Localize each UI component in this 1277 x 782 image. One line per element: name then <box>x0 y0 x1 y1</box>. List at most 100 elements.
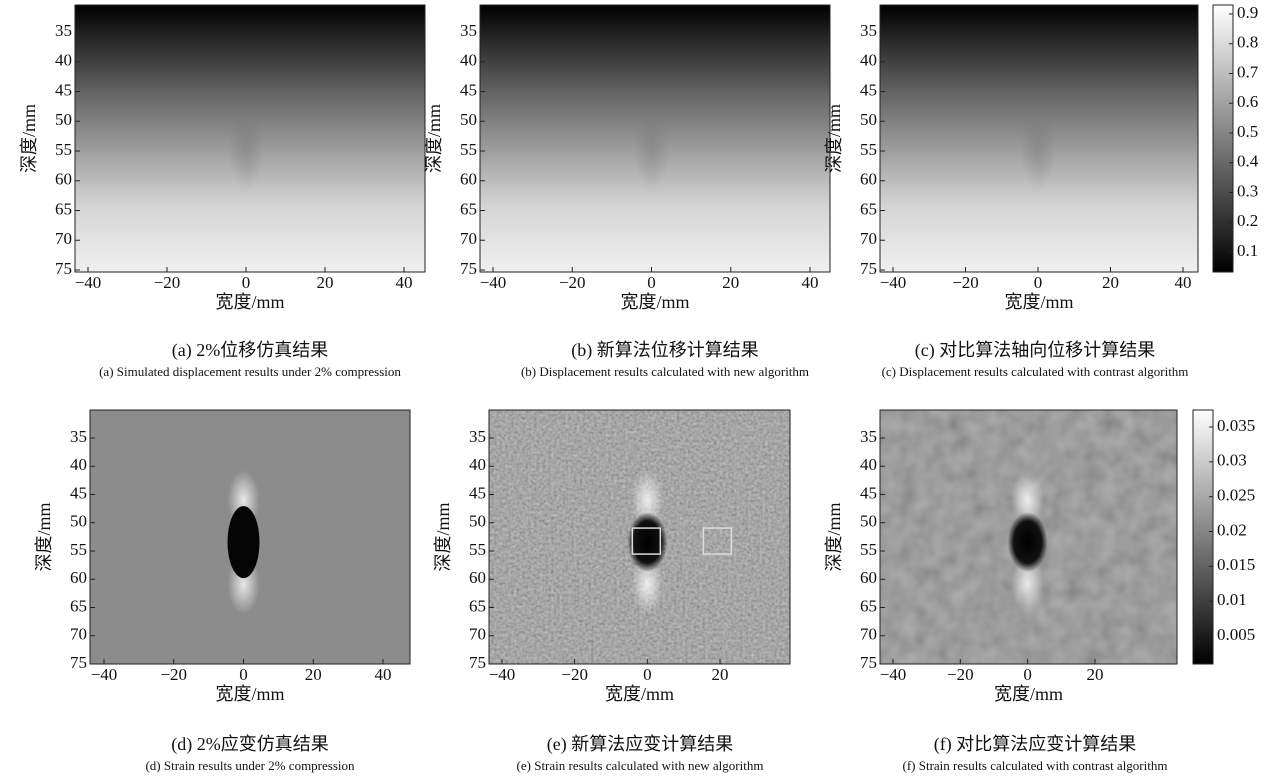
y-tick-label: 75 <box>860 259 877 278</box>
y-tick-label: 60 <box>469 568 486 587</box>
x-axis-label: 宽度/mm <box>605 684 674 704</box>
colorbar-label: 0.035 <box>1217 416 1255 435</box>
y-tick-label: 35 <box>460 21 477 40</box>
caption-cn: (f) 对比算法应变计算结果 <box>934 734 1136 755</box>
panel-image <box>489 410 790 664</box>
colorbar-label: 0.01 <box>1217 590 1247 609</box>
inclusion <box>1020 102 1056 192</box>
y-tick-label: 65 <box>460 199 477 218</box>
colorbar-label: 0.2 <box>1237 211 1258 230</box>
x-tick-label: 40 <box>396 273 413 292</box>
inclusion <box>1008 512 1048 572</box>
inclusion <box>627 512 667 572</box>
x-tick-label: 40 <box>1175 273 1192 292</box>
y-tick-label: 50 <box>70 512 87 531</box>
y-tick-label: 55 <box>70 540 87 559</box>
y-tick-label: 50 <box>460 110 477 129</box>
x-tick-label: 20 <box>317 273 334 292</box>
y-tick-label: 35 <box>469 427 486 446</box>
colorbar-label: 0.8 <box>1237 33 1258 52</box>
y-tick-label: 45 <box>469 483 486 502</box>
y-tick-label: 40 <box>55 51 72 70</box>
y-tick-label: 35 <box>860 21 877 40</box>
x-tick-label: −20 <box>559 273 586 292</box>
y-tick-label: 35 <box>70 427 87 446</box>
y-tick-label: 75 <box>860 653 877 672</box>
colorbar-label: 0.9 <box>1237 3 1258 22</box>
colorbar-label: 0.1 <box>1237 241 1258 260</box>
y-tick-label: 45 <box>55 80 72 99</box>
x-tick-label: 0 <box>242 273 251 292</box>
y-tick-label: 60 <box>860 170 877 189</box>
colorbar-label: 0.03 <box>1217 451 1247 470</box>
inclusion <box>634 102 670 192</box>
y-tick-label: 45 <box>460 80 477 99</box>
y-tick-label: 75 <box>460 259 477 278</box>
caption-en: (a) Simulated displacement results under… <box>99 364 401 379</box>
y-tick-label: 65 <box>70 596 87 615</box>
y-tick-label: 60 <box>860 568 877 587</box>
y-tick-label: 70 <box>55 229 72 248</box>
x-tick-label: 20 <box>305 665 322 684</box>
x-tick-label: 40 <box>375 665 392 684</box>
caption-en: (b) Displacement results calculated with… <box>521 364 809 379</box>
y-tick-label: 70 <box>860 229 877 248</box>
x-tick-label: −40 <box>880 273 907 292</box>
y-tick-label: 40 <box>469 455 486 474</box>
colorbar-label: 0.6 <box>1237 92 1258 111</box>
colorbar-label: 0.025 <box>1217 486 1255 505</box>
y-tick-label: 60 <box>460 170 477 189</box>
y-tick-label: 50 <box>469 512 486 531</box>
x-tick-label: −40 <box>480 273 507 292</box>
x-tick-label: 20 <box>1087 665 1104 684</box>
y-tick-label: 75 <box>70 653 87 672</box>
y-tick-label: 65 <box>860 199 877 218</box>
x-tick-label: −40 <box>880 665 907 684</box>
y-axis-label: 深度/mm <box>433 502 453 571</box>
x-tick-label: 20 <box>712 665 729 684</box>
x-tick-label: 0 <box>647 273 656 292</box>
colorbar-label: 0.7 <box>1237 62 1259 81</box>
y-tick-label: 55 <box>860 540 877 559</box>
y-axis-label: 深度/mm <box>824 104 844 173</box>
y-tick-label: 55 <box>860 140 877 159</box>
y-tick-label: 50 <box>860 110 877 129</box>
y-tick-label: 45 <box>860 483 877 502</box>
y-tick-label: 35 <box>55 21 72 40</box>
caption-cn: (d) 2%应变仿真结果 <box>171 734 328 755</box>
x-tick-label: −20 <box>154 273 181 292</box>
colorbar-label: 0.4 <box>1237 152 1259 171</box>
y-tick-label: 45 <box>860 80 877 99</box>
y-tick-label: 40 <box>70 455 87 474</box>
y-tick-label: 60 <box>70 568 87 587</box>
caption-cn: (c) 对比算法轴向位移计算结果 <box>915 340 1155 361</box>
caption-cn: (a) 2%位移仿真结果 <box>172 340 328 361</box>
panel-image <box>75 5 425 272</box>
colorbar-label: 0.015 <box>1217 555 1255 574</box>
x-tick-label: −40 <box>489 665 516 684</box>
y-tick-label: 55 <box>460 140 477 159</box>
x-tick-label: −20 <box>160 665 187 684</box>
x-axis-label: 宽度/mm <box>1004 292 1073 312</box>
x-axis-label: 宽度/mm <box>215 684 284 704</box>
inclusion <box>228 506 260 578</box>
figure: −40 −20 0 20 40 35 40 45 50 55 60 65 70 75 宽度/mm 深度/mm (… <box>0 0 1277 782</box>
colorbar-label: 0.02 <box>1217 520 1247 539</box>
x-tick-label: −20 <box>947 665 974 684</box>
y-tick-label: 55 <box>55 140 72 159</box>
y-tick-label: 60 <box>55 170 72 189</box>
panel-image <box>480 5 830 272</box>
y-tick-label: 55 <box>469 540 486 559</box>
colorbar-label: 0.005 <box>1217 625 1255 644</box>
y-tick-label: 65 <box>55 199 72 218</box>
colorbar-label: 0.3 <box>1237 181 1258 200</box>
x-tick-label: 20 <box>1102 273 1119 292</box>
y-axis-label: 深度/mm <box>824 502 844 571</box>
caption-cn: (e) 新算法应变计算结果 <box>547 734 733 755</box>
panel-image <box>880 410 1177 664</box>
caption-en: (d) Strain results under 2% compression <box>145 758 355 773</box>
panel-image <box>880 5 1198 272</box>
y-tick-label: 65 <box>469 596 486 615</box>
caption-cn: (b) 新算法位移计算结果 <box>571 340 759 361</box>
y-tick-label: 40 <box>860 51 877 70</box>
